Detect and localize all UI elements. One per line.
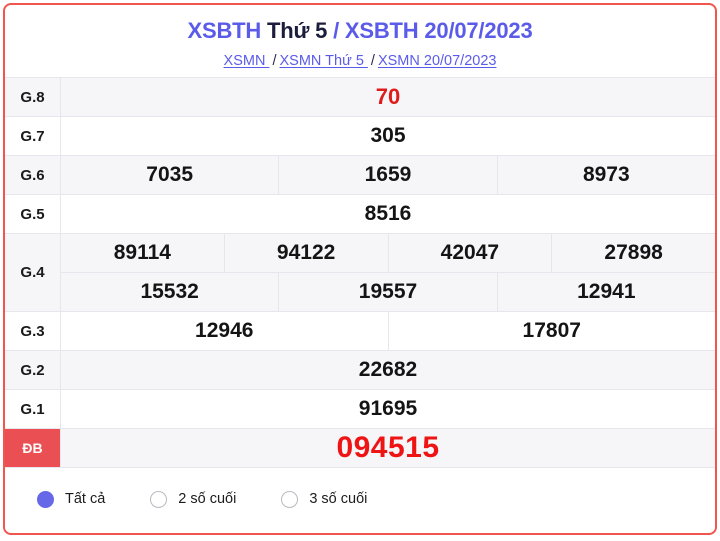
prize-value: 94122 (223, 234, 388, 272)
breadcrumb-link-region[interactable]: XSMN (223, 53, 270, 69)
table-row: G.8 70 (5, 77, 715, 117)
title-brand: XSBTH (187, 18, 262, 43)
radio-icon[interactable] (281, 490, 299, 508)
prize-value: 8973 (496, 156, 715, 194)
table-row: G.6 7035 1659 8973 (5, 155, 715, 195)
filter-bar: Tất cả 2 số cuối 3 số cuối (5, 467, 715, 530)
table-row: G.7 305 (5, 116, 715, 156)
prize-results-table: G.8 70 G.7 305 G.6 (5, 77, 715, 467)
prize-values-g4-row1: 89114 94122 42047 27898 (60, 233, 715, 273)
prize-label-g3: G.3 (5, 311, 61, 351)
page-title: XSBTH Thứ 5 / XSBTH 20/07/2023 (5, 17, 715, 45)
table-row: ĐB 094515 (5, 428, 715, 467)
prize-value: 42047 (387, 234, 552, 272)
filter-option-all[interactable]: Tất cả (37, 490, 106, 508)
filter-option-last-2[interactable]: 2 số cuối (150, 490, 237, 508)
breadcrumb-link-day[interactable]: XSMN Thứ 5 (279, 53, 368, 69)
prize-label-db: ĐB (5, 428, 61, 467)
radio-icon[interactable] (37, 490, 54, 508)
prize-values-g8: 70 (60, 77, 715, 117)
table-row: G.4 89114 94122 42047 27898 (5, 233, 715, 312)
prize-values-g1: 91695 (60, 389, 715, 429)
prize-value: 15532 (140, 280, 199, 303)
prize-value: 8516 (364, 202, 412, 225)
title-day: Thứ 5 (266, 18, 328, 43)
title-separator: / (333, 18, 339, 43)
filter-option-label: 3 số cuối (309, 491, 368, 507)
prize-values-db: 094515 (60, 428, 715, 467)
prize-values-g3: 12946 17807 (60, 311, 716, 351)
prize-values-g4-row2: 15532 19557 12941 (60, 272, 715, 312)
prize-label-g5: G.5 (5, 194, 61, 234)
prize-label-g7: G.7 (5, 116, 61, 156)
prize-value: 27898 (551, 234, 715, 272)
breadcrumb: XSMN / XSMN Thứ 5 /XSMN 20/07/2023 (5, 51, 715, 71)
lottery-result-card: XSBTH Thứ 5 / XSBTH 20/07/2023 XSMN / XSM… (3, 3, 717, 535)
filter-option-label: 2 số cuối (178, 491, 237, 507)
prize-value: 7035 (146, 163, 194, 186)
prize-values-g5: 8516 (60, 194, 715, 234)
prize-label-g1: G.1 (5, 389, 61, 429)
table-row: G.2 22682 (5, 350, 715, 390)
prize-value: 17807 (387, 312, 716, 350)
breadcrumb-link-date[interactable]: XSMN 20/07/2023 (377, 53, 497, 69)
table-row: G.1 91695 (5, 389, 715, 429)
prize-value: 70 (375, 84, 401, 109)
prize-label-g8: G.8 (5, 77, 61, 117)
table-row: G.3 12946 17807 (5, 311, 716, 351)
prize-value: 305 (370, 124, 406, 147)
prize-values-g6: 7035 1659 8973 (60, 155, 715, 195)
prize-value: 1659 (278, 156, 496, 194)
prize-values-g2: 22682 (60, 350, 715, 390)
prize-value: 22682 (358, 358, 418, 381)
prize-value: 91695 (358, 397, 418, 420)
prize-value: 19557 (278, 273, 496, 311)
breadcrumb-separator-2: / (370, 53, 375, 69)
radio-icon[interactable] (150, 490, 168, 508)
prize-value: 89114 (113, 241, 171, 264)
card-header: XSBTH Thứ 5 / XSBTH 20/07/2023 XSMN / XSM… (5, 5, 715, 77)
prize-label-g4: G.4 (5, 233, 61, 312)
prize-values-g7: 305 (60, 116, 715, 156)
filter-option-last-3[interactable]: 3 số cuối (281, 490, 368, 508)
table-row: G.5 8516 (5, 194, 715, 234)
prize-value: 12941 (496, 273, 715, 311)
prize-label-g2: G.2 (5, 350, 61, 390)
prize-label-g6: G.6 (5, 155, 61, 195)
title-brand-date: XSBTH 20/07/2023 (344, 18, 533, 43)
breadcrumb-separator-1: / (272, 53, 277, 69)
prize-value: 12946 (195, 319, 254, 342)
table-row: 15532 19557 12941 (5, 272, 715, 312)
prize-value: 094515 (336, 431, 440, 464)
filter-option-label: Tất cả (65, 491, 106, 507)
